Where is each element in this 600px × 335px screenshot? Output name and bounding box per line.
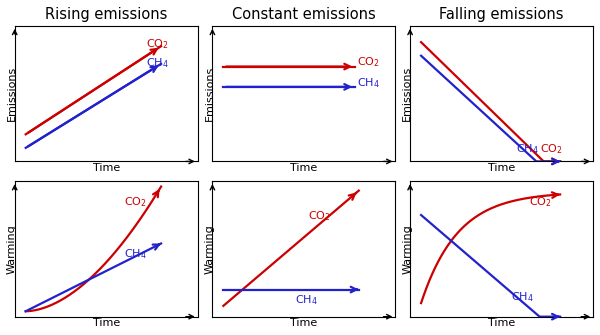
- Text: CO$_2$: CO$_2$: [146, 37, 169, 51]
- Title: Rising emissions: Rising emissions: [45, 7, 167, 22]
- X-axis label: Time: Time: [92, 163, 120, 173]
- Title: Constant emissions: Constant emissions: [232, 7, 376, 22]
- X-axis label: Time: Time: [488, 318, 515, 328]
- X-axis label: Time: Time: [92, 318, 120, 328]
- Text: CO$_2$: CO$_2$: [125, 196, 147, 209]
- X-axis label: Time: Time: [290, 163, 317, 173]
- Y-axis label: Emissions: Emissions: [205, 66, 215, 121]
- Text: CO$_2$: CO$_2$: [540, 142, 563, 156]
- Text: CH$_4$: CH$_4$: [146, 56, 169, 69]
- Text: CO$_2$: CO$_2$: [357, 56, 380, 69]
- Y-axis label: Emissions: Emissions: [403, 66, 412, 121]
- Text: CO$_2$: CO$_2$: [308, 209, 331, 223]
- Text: CH$_4$: CH$_4$: [511, 290, 533, 304]
- Text: CH$_4$: CH$_4$: [357, 76, 380, 90]
- Y-axis label: Warming: Warming: [403, 224, 412, 274]
- Y-axis label: Warming: Warming: [7, 224, 17, 274]
- X-axis label: Time: Time: [290, 318, 317, 328]
- Text: CO$_2$: CO$_2$: [529, 196, 552, 209]
- Text: CH$_4$: CH$_4$: [295, 293, 317, 307]
- Text: CH$_4$: CH$_4$: [516, 142, 539, 156]
- Y-axis label: Emissions: Emissions: [7, 66, 17, 121]
- Y-axis label: Warming: Warming: [205, 224, 215, 274]
- Text: CH$_4$: CH$_4$: [125, 247, 147, 261]
- X-axis label: Time: Time: [488, 163, 515, 173]
- Title: Falling emissions: Falling emissions: [439, 7, 564, 22]
